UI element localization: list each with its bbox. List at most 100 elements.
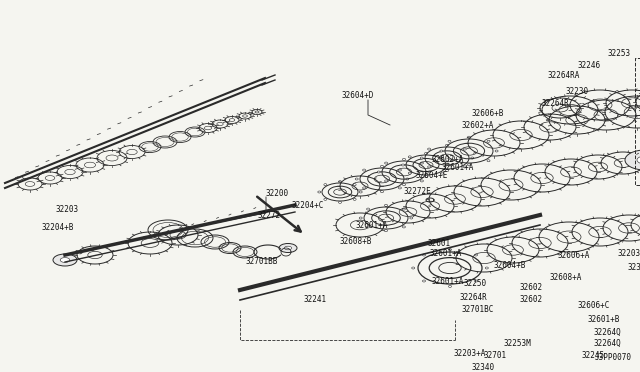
Text: 32264Q: 32264Q <box>594 339 621 347</box>
Text: 32701: 32701 <box>484 352 507 360</box>
Text: 32253: 32253 <box>608 48 631 58</box>
Ellipse shape <box>355 178 358 180</box>
Ellipse shape <box>60 257 70 262</box>
Ellipse shape <box>381 190 383 193</box>
Ellipse shape <box>424 176 428 177</box>
Text: 32272: 32272 <box>258 211 281 219</box>
Text: 32601+A: 32601+A <box>430 250 462 259</box>
Ellipse shape <box>339 201 342 203</box>
Ellipse shape <box>637 156 640 164</box>
Ellipse shape <box>403 158 406 160</box>
Ellipse shape <box>422 254 426 256</box>
Ellipse shape <box>318 191 321 193</box>
Ellipse shape <box>448 140 451 142</box>
Ellipse shape <box>403 184 406 186</box>
Text: 32601+A: 32601+A <box>355 221 387 230</box>
Ellipse shape <box>463 166 467 168</box>
Text: 32606+A: 32606+A <box>558 251 590 260</box>
Ellipse shape <box>420 180 424 182</box>
Ellipse shape <box>367 226 370 228</box>
Text: 32253M: 32253M <box>504 340 532 349</box>
Text: 32204+B: 32204+B <box>42 222 74 231</box>
Ellipse shape <box>385 230 387 232</box>
Text: 32250: 32250 <box>463 279 486 288</box>
Text: 32203: 32203 <box>55 205 78 215</box>
Ellipse shape <box>398 187 401 189</box>
Ellipse shape <box>377 171 380 173</box>
Ellipse shape <box>449 285 451 288</box>
Text: J3PP0070: J3PP0070 <box>595 353 632 362</box>
Ellipse shape <box>385 162 388 164</box>
Text: 32606+C: 32606+C <box>578 301 611 311</box>
Ellipse shape <box>381 165 383 167</box>
Text: 32604+B: 32604+B <box>494 260 526 269</box>
Ellipse shape <box>279 244 297 253</box>
Ellipse shape <box>324 198 327 200</box>
Ellipse shape <box>467 164 470 166</box>
Ellipse shape <box>420 157 423 159</box>
Ellipse shape <box>359 217 362 219</box>
Ellipse shape <box>467 136 470 138</box>
Text: 32604+E: 32604+E <box>416 170 449 180</box>
Ellipse shape <box>398 169 401 171</box>
Ellipse shape <box>424 153 428 154</box>
Ellipse shape <box>53 254 77 266</box>
Ellipse shape <box>441 172 444 174</box>
Text: 32601+A: 32601+A <box>431 276 463 285</box>
Text: 32601: 32601 <box>428 240 451 248</box>
Text: 32272E: 32272E <box>404 186 432 196</box>
Ellipse shape <box>463 148 467 150</box>
Text: 32204+C: 32204+C <box>291 201 323 209</box>
Text: 32701BC: 32701BC <box>462 305 494 314</box>
Ellipse shape <box>420 162 424 164</box>
Ellipse shape <box>403 226 405 228</box>
Ellipse shape <box>408 172 412 174</box>
Ellipse shape <box>448 160 451 162</box>
Ellipse shape <box>385 180 388 182</box>
Text: 32246: 32246 <box>578 61 601 71</box>
Text: 32601+B: 32601+B <box>587 314 620 324</box>
Ellipse shape <box>445 144 449 146</box>
Ellipse shape <box>406 178 409 180</box>
Ellipse shape <box>367 208 370 210</box>
Text: 32264R: 32264R <box>542 99 570 109</box>
Text: 32602: 32602 <box>519 295 542 305</box>
Ellipse shape <box>428 171 431 173</box>
Text: 32200: 32200 <box>265 189 288 198</box>
Text: 32606+B: 32606+B <box>471 109 504 118</box>
Ellipse shape <box>339 181 342 183</box>
Ellipse shape <box>471 157 474 159</box>
Text: 32701BB: 32701BB <box>245 257 277 266</box>
Text: 32602+A: 32602+A <box>462 122 494 131</box>
Ellipse shape <box>401 164 404 166</box>
Ellipse shape <box>474 254 477 256</box>
Ellipse shape <box>474 280 477 282</box>
Ellipse shape <box>495 150 498 152</box>
Text: 32230: 32230 <box>566 87 589 96</box>
Ellipse shape <box>487 140 490 142</box>
Text: 32604+D: 32604+D <box>342 92 374 100</box>
Text: 32601+A: 32601+A <box>441 164 474 173</box>
Text: 32602+A: 32602+A <box>432 155 465 164</box>
Ellipse shape <box>440 150 443 152</box>
Ellipse shape <box>410 217 413 219</box>
Ellipse shape <box>447 164 451 166</box>
Text: 32245: 32245 <box>582 350 605 359</box>
Ellipse shape <box>363 169 365 171</box>
Ellipse shape <box>412 267 415 269</box>
Ellipse shape <box>441 156 444 158</box>
Text: 32608+B: 32608+B <box>340 237 372 246</box>
Text: 32602: 32602 <box>519 283 542 292</box>
Text: 32203+A: 32203+A <box>454 350 486 359</box>
Ellipse shape <box>353 184 356 186</box>
Text: 32264R: 32264R <box>460 292 488 301</box>
Text: 32348: 32348 <box>627 263 640 272</box>
Ellipse shape <box>445 170 449 171</box>
Ellipse shape <box>408 156 412 158</box>
Ellipse shape <box>449 248 451 251</box>
Ellipse shape <box>422 280 426 282</box>
Ellipse shape <box>428 166 431 168</box>
Text: 32608+A: 32608+A <box>550 273 582 282</box>
Ellipse shape <box>359 191 362 193</box>
Ellipse shape <box>487 160 490 162</box>
